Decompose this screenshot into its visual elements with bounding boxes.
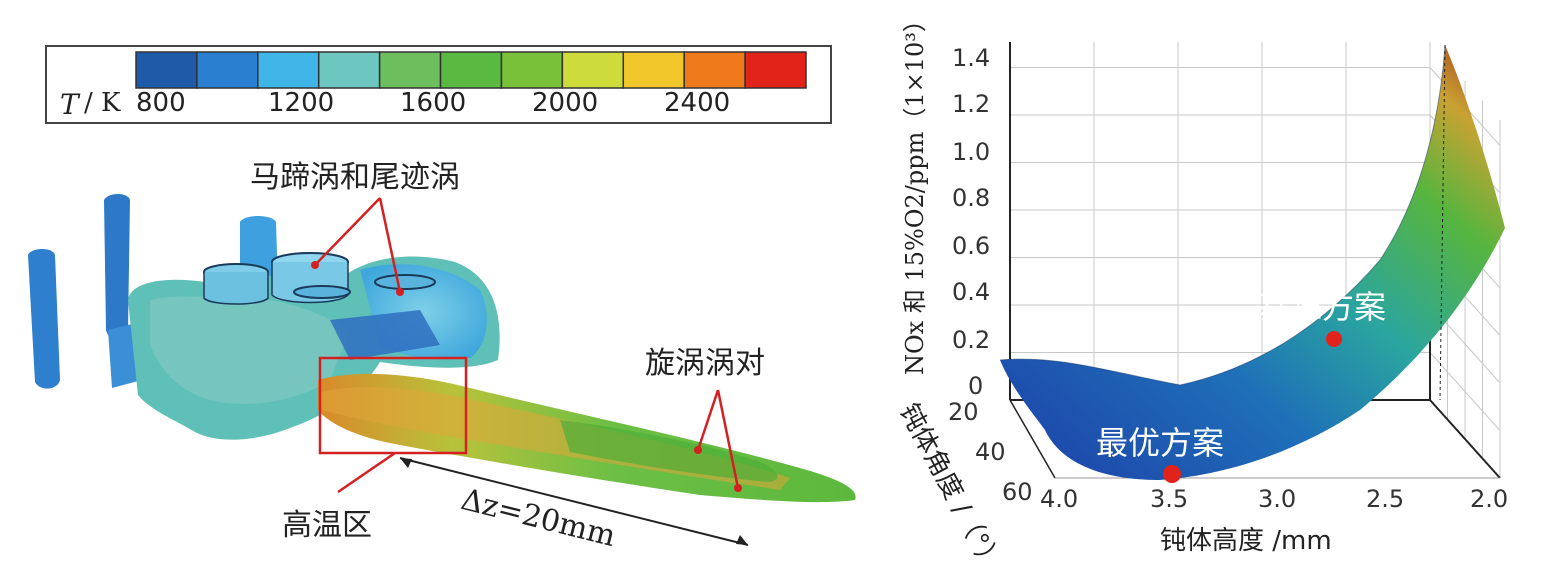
colorbar-swatch xyxy=(622,51,685,89)
colorbar-swatch xyxy=(439,51,503,89)
x-axis-label: 钝体高度 /mm xyxy=(1160,526,1332,556)
colorbar-swatch xyxy=(257,51,320,89)
optimal-point xyxy=(1163,465,1181,483)
vortex-pair-label: 旋涡涡对 xyxy=(645,346,765,381)
z-tick-4: 0.8 xyxy=(952,184,991,212)
leader-high-temp xyxy=(337,451,396,494)
z-tick-3: 0.6 xyxy=(952,232,991,260)
z-axis-label: NOx 和 15%O2/ppm（1×10³） xyxy=(901,8,929,375)
z-tick-2: 0.4 xyxy=(952,278,991,306)
high-temp-label: 高温区 xyxy=(282,508,372,543)
flow-structure-illustration xyxy=(28,194,856,546)
x-tick-3.5: 3.5 xyxy=(1150,485,1189,513)
colorbar-symbol: T xyxy=(60,88,79,121)
colorbar-swatch xyxy=(196,51,259,89)
colorbar-tick-1200: 1200 xyxy=(268,88,335,118)
leader-vortex-pair xyxy=(696,389,740,489)
y-tick-40: 40 xyxy=(975,438,1006,466)
baseline-point xyxy=(1326,331,1342,347)
z-tick-7: 1.4 xyxy=(952,44,991,72)
colorbar-tick-800: 800 xyxy=(136,88,186,118)
z-tick-5: 1.0 xyxy=(952,138,991,166)
x-tick-2.5: 2.5 xyxy=(1366,485,1405,513)
colorbar-tick-2400: 2400 xyxy=(664,88,731,118)
dimension-line xyxy=(399,457,749,546)
leader-horseshoe xyxy=(314,197,402,293)
colorbar-swatch xyxy=(500,51,564,89)
nox-surface xyxy=(1000,45,1505,480)
x-tick-4.0: 4.0 xyxy=(1040,485,1079,513)
colorbar-unit: / K xyxy=(84,88,121,118)
baseline-label: 基准方案 xyxy=(1258,288,1387,326)
x-tick-2.0: 2.0 xyxy=(1470,485,1509,513)
horseshoe-wake-label: 马蹄涡和尾迹涡 xyxy=(250,160,460,195)
y-tick-20: 20 xyxy=(948,398,979,426)
colorbar-swatch xyxy=(317,51,381,89)
colorbar-swatch xyxy=(744,51,807,89)
colorbar-swatches xyxy=(135,51,807,89)
optimal-label: 最优方案 xyxy=(1096,424,1225,462)
y-tick-60: 60 xyxy=(1002,478,1033,506)
z-tick-0: 0 xyxy=(968,372,984,400)
colorbar-tick-2000: 2000 xyxy=(532,88,599,118)
z-tick-6: 1.2 xyxy=(952,90,991,118)
x-tick-3.0: 3.0 xyxy=(1258,485,1297,513)
z-tick-1: 0.2 xyxy=(952,326,991,354)
colorbar-swatch xyxy=(378,51,442,89)
colorbar-swatch xyxy=(683,51,746,89)
surface-plot xyxy=(999,42,1505,483)
colorbar-tick-1600: 1600 xyxy=(400,88,467,118)
colorbar-swatch xyxy=(561,51,625,89)
colorbar-swatch xyxy=(135,51,198,89)
